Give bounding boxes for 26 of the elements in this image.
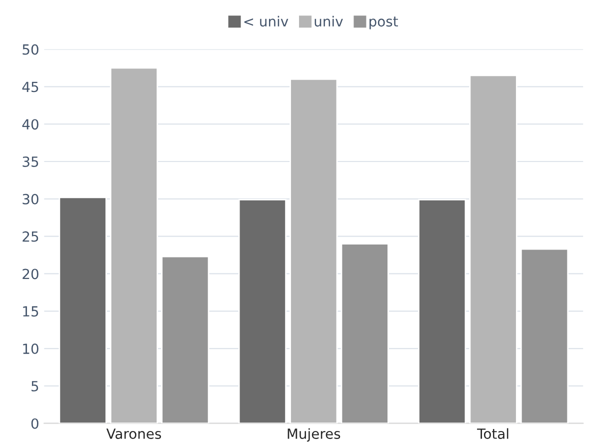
y-tick-label: 5 <box>32 381 38 392</box>
bar <box>340 243 389 424</box>
bar <box>238 198 286 424</box>
bar <box>290 78 338 424</box>
y-tick-label: 50 <box>22 44 38 55</box>
bar <box>418 198 466 424</box>
legend-label: univ <box>314 16 343 27</box>
y-tick-label: 45 <box>22 82 38 92</box>
bar <box>469 74 518 424</box>
y-tick-label: 10 <box>23 344 38 354</box>
y-tick-label: 25 <box>22 231 38 242</box>
y-tick-label: 40 <box>22 119 38 130</box>
y-tick-label: 0 <box>31 418 38 429</box>
bar <box>520 248 569 424</box>
x-tick-label: Varones <box>106 428 162 439</box>
bar <box>161 256 210 424</box>
bar <box>58 196 107 424</box>
bar <box>110 67 158 424</box>
x-tick-label: Total <box>477 428 508 439</box>
legend-label: post <box>370 16 398 30</box>
y-tick-label: 15 <box>23 306 38 317</box>
y-tick-label: 35 <box>22 156 38 167</box>
y-tick-label: 30 <box>22 194 38 204</box>
y-tick-label: 20 <box>22 268 38 280</box>
x-tick-label: Mujeres <box>288 428 340 442</box>
legend-label: < univ <box>244 16 288 27</box>
